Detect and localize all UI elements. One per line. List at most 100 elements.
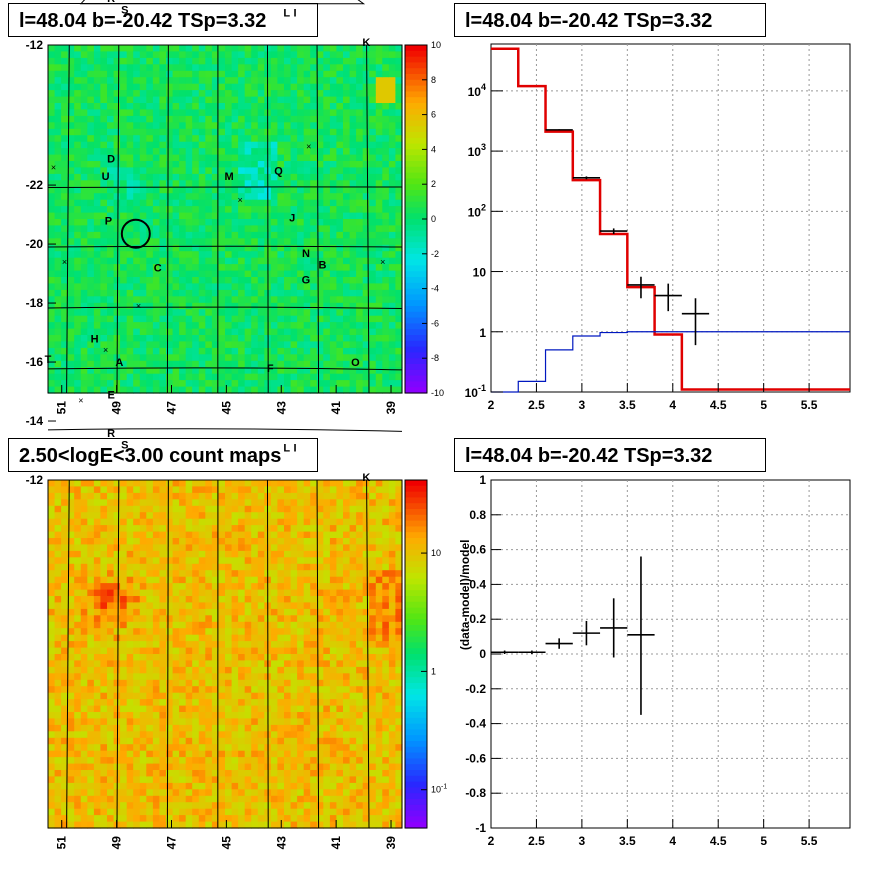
map0-pixel — [277, 244, 285, 252]
map0-pixel — [297, 264, 305, 272]
map0-pixel — [297, 45, 305, 53]
map0-pixel — [336, 141, 344, 149]
map0-pixel — [67, 264, 75, 272]
map0-pixel — [172, 161, 180, 169]
map2-pixel — [87, 802, 95, 810]
map0-pixel — [343, 64, 351, 72]
map2-pixel — [211, 795, 220, 803]
map0-pixel — [310, 315, 318, 323]
map2-pixel — [152, 679, 161, 687]
map0-pixel — [225, 264, 233, 272]
map0-pixel — [231, 128, 239, 136]
map0-pixel — [54, 335, 62, 343]
map2-pixel — [93, 486, 102, 494]
map0-pixel — [113, 70, 121, 78]
map0-pixel — [316, 244, 324, 252]
map0-pixel — [382, 386, 390, 394]
map0-pixel — [231, 238, 239, 246]
map0-pixel — [297, 83, 305, 91]
map0-pixel — [277, 122, 285, 130]
map0-pixel — [67, 83, 75, 91]
map0-pixel — [146, 270, 154, 278]
map0-pixel — [120, 335, 128, 343]
map0-pixel — [146, 309, 154, 317]
map0-pixel — [146, 360, 154, 368]
map2-pixel — [225, 602, 233, 610]
map0-pixel — [54, 51, 62, 59]
map0-pixel — [382, 270, 390, 278]
map2-pixel — [205, 518, 213, 526]
map0-pixel — [303, 128, 311, 136]
map0-pixel — [303, 90, 311, 98]
map2-pixel — [257, 776, 265, 784]
map2-pixel — [225, 492, 233, 500]
map0-pixel — [238, 257, 246, 265]
map0-pixel — [238, 96, 246, 104]
map0-pixel — [80, 347, 88, 355]
map0-pixel — [316, 380, 324, 388]
map0-pixel — [146, 386, 154, 394]
map0-pixel — [270, 212, 279, 220]
map2-pixel — [192, 492, 200, 500]
map2-pixel — [146, 538, 154, 546]
map0-pixel — [231, 341, 239, 349]
map0-pixel — [388, 289, 397, 297]
map2-pixel — [80, 679, 88, 687]
map0-pixel — [290, 83, 298, 91]
map0-pixel — [349, 283, 357, 291]
map2-pixel — [87, 647, 95, 655]
map0-pixel — [166, 386, 174, 394]
map0-pixel — [100, 328, 108, 336]
map2-pixel — [133, 525, 141, 533]
map0-pixel — [48, 341, 56, 349]
map0-pixel — [166, 219, 174, 227]
map0-pixel — [107, 70, 115, 78]
map2-pixel — [48, 525, 56, 533]
map0-pixel — [113, 180, 121, 188]
map0-pixel — [284, 154, 292, 162]
map0-pixel — [205, 341, 213, 349]
map0-pixel — [48, 251, 56, 259]
map2-pixel — [54, 686, 62, 694]
map2-pixel — [107, 821, 115, 829]
map0-pixel — [61, 373, 69, 381]
map2-pixel — [211, 731, 220, 739]
map0-pixel — [388, 115, 397, 123]
map2-pixel — [80, 770, 88, 778]
map0-pixel — [270, 45, 279, 53]
map0-pixel — [172, 167, 180, 175]
map0-pixel — [277, 199, 285, 207]
map0-pixel — [172, 148, 180, 156]
map0-pixel — [231, 45, 239, 53]
map0-pixel — [297, 186, 305, 194]
map0-pixel — [382, 309, 390, 317]
map2-pixel — [179, 686, 187, 694]
map0-pixel — [74, 257, 82, 265]
map0-pixel — [238, 77, 246, 85]
map2-pixel — [166, 608, 174, 616]
map0-ztick-label: 8 — [431, 75, 436, 85]
map0-pixel — [80, 380, 88, 388]
map2-pixel — [126, 744, 134, 752]
map0-pixel — [107, 193, 115, 201]
map2-pixel — [225, 654, 233, 662]
map2-pixel — [251, 499, 259, 507]
map2-pixel — [74, 628, 82, 636]
map0-pixel — [198, 231, 206, 239]
map0-pixel — [67, 270, 75, 278]
map0-pixel — [316, 161, 324, 169]
map2-pixel — [100, 763, 108, 771]
map2-pixel — [100, 770, 108, 778]
map0-pixel — [244, 57, 252, 65]
map2-pixel — [218, 770, 226, 778]
map0-pixel — [54, 212, 62, 220]
map2-pixel — [100, 776, 108, 784]
map2-pixel — [113, 518, 121, 526]
map2-pixel — [61, 821, 69, 829]
map0-pixel — [303, 309, 311, 317]
map0-pixel — [303, 373, 311, 381]
map2-pixel — [107, 538, 115, 546]
map2-pixel — [172, 647, 180, 655]
map0-pixel — [284, 328, 292, 336]
map0-pixel — [146, 167, 154, 175]
